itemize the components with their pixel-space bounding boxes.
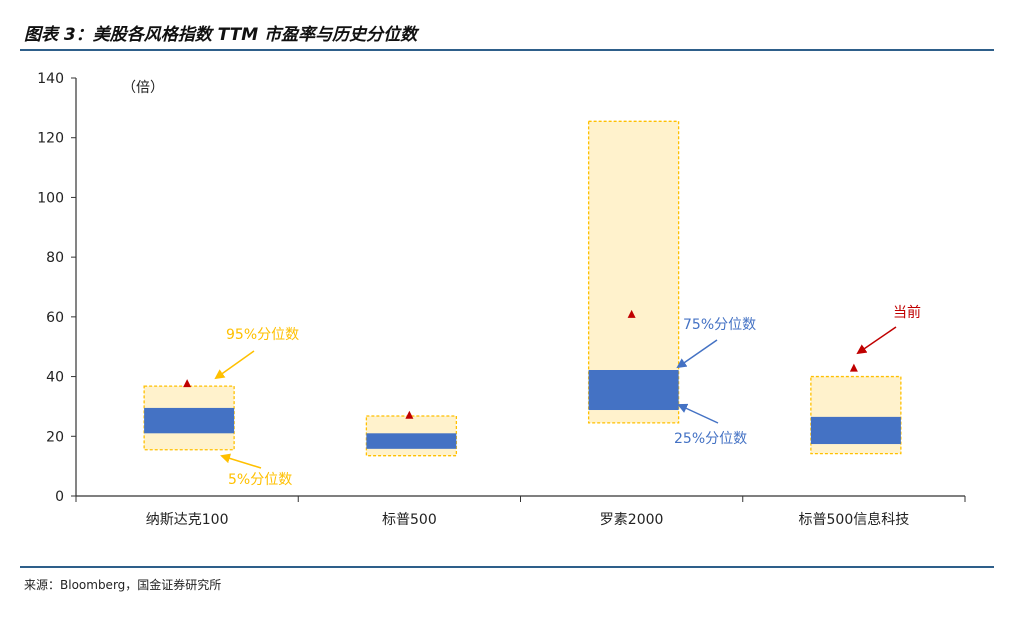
chart-title: 图表 3：美股各风格指数 TTM 市盈率与历史分位数 xyxy=(24,25,418,45)
current-marker xyxy=(627,309,636,318)
x-tick-label: 罗素2000 xyxy=(600,512,664,528)
annotation-arrow xyxy=(676,339,718,369)
annotation-arrow xyxy=(214,350,255,380)
y-tick-label: 80 xyxy=(46,250,64,266)
annotation-current: 当前 xyxy=(893,304,921,321)
source-note: 来源：Bloomberg，国金证券研究所 xyxy=(24,578,222,592)
y-unit-label: （倍） xyxy=(122,80,164,96)
x-tick-label: 纳斯达克100 xyxy=(146,512,229,528)
annotation-arrow xyxy=(677,403,719,424)
annotation-75: 75%分位数 xyxy=(683,317,756,333)
y-tick-label: 140 xyxy=(37,71,64,87)
current-marker xyxy=(183,379,192,388)
box-25-75 xyxy=(810,416,901,445)
y-tick-label: 60 xyxy=(46,310,64,326)
annotation-arrow xyxy=(856,326,897,355)
annotation-arrow xyxy=(220,453,262,469)
box-25-75 xyxy=(144,407,235,434)
source-divider xyxy=(20,566,994,568)
y-tick-label: 0 xyxy=(55,489,64,505)
y-tick-label: 20 xyxy=(46,429,64,445)
title-divider xyxy=(20,49,994,51)
annotation-5: 5%分位数 xyxy=(228,472,292,488)
current-marker xyxy=(849,363,858,372)
annotation-25: 25%分位数 xyxy=(674,431,747,447)
x-tick-label: 标普500信息科技 xyxy=(799,511,910,528)
y-tick-label: 120 xyxy=(37,131,64,147)
box-25-75 xyxy=(366,433,457,449)
x-tick-label: 标普500 xyxy=(382,512,437,528)
y-tick-label: 40 xyxy=(46,370,64,386)
current-marker xyxy=(405,410,414,419)
y-tick-label: 100 xyxy=(37,190,64,206)
annotation-95: 95%分位数 xyxy=(226,327,299,343)
box-25-75 xyxy=(588,370,679,411)
